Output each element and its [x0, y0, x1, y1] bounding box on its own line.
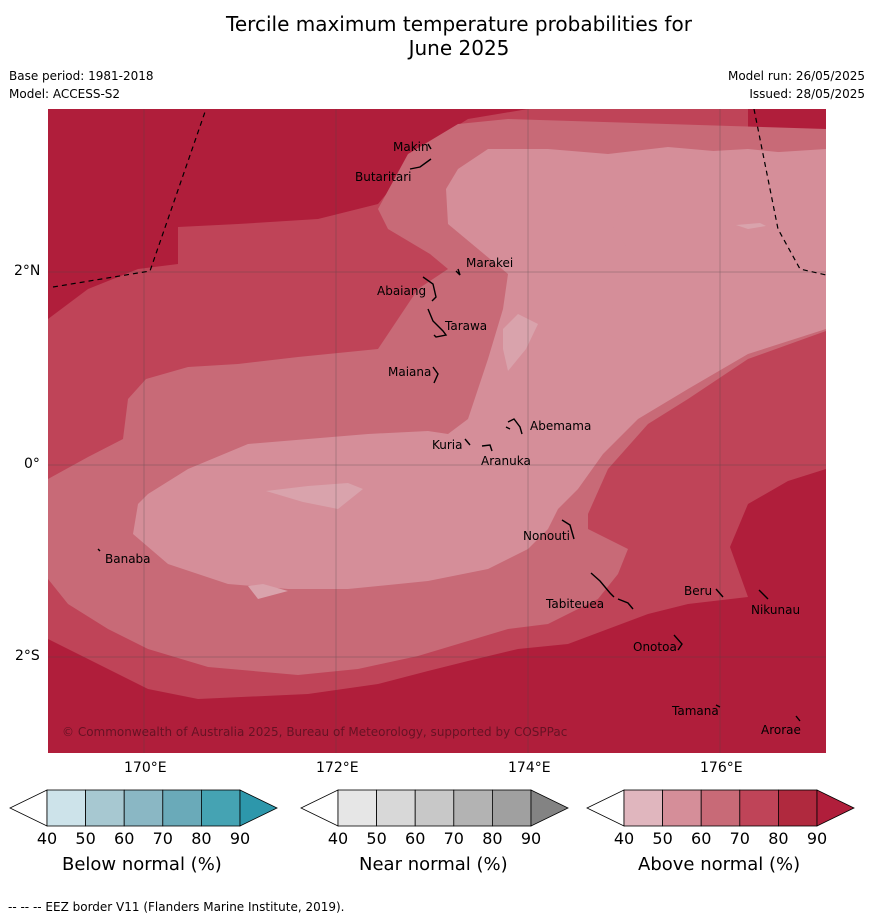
place-label: Makin — [393, 140, 429, 154]
colorbar-segment — [662, 789, 702, 827]
colorbar-segment — [85, 789, 125, 827]
colorbar-segment — [200, 789, 241, 827]
colorbar-tick-label: 60 — [691, 829, 711, 848]
place-label: Banaba — [105, 552, 151, 566]
place-label: Kuria — [432, 438, 463, 452]
place-label: Marakei — [466, 256, 513, 270]
copyright-notice: © Commonwealth of Australia 2025, Bureau… — [62, 725, 567, 739]
place-labels: Makin Butaritari Marakei Abaiang Tarawa … — [105, 140, 801, 737]
colorbar-near: 40 50 60 70 80 90 — [300, 789, 569, 848]
place-label: Maiana — [388, 365, 431, 379]
colorbar-tick-label: 50 — [652, 829, 672, 848]
colorbar-tick-label: 40 — [328, 829, 348, 848]
chart-title: Tercile maximum temperature probabilitie… — [0, 12, 873, 60]
colorbar-segment — [453, 789, 493, 827]
lon-label-170: 170°E — [124, 760, 167, 776]
colorbar-segment — [777, 789, 818, 827]
colorbar-segment — [337, 789, 377, 827]
zone-light-2 — [266, 483, 363, 509]
issued-date: Issued: 28/05/2025 — [749, 87, 865, 101]
place-label: Tarawa — [444, 319, 487, 333]
colorbar-tick-label: 70 — [153, 829, 173, 848]
colorbar-tick-label: 90 — [807, 829, 827, 848]
colorbar-title-below: Below normal (%) — [62, 854, 222, 875]
lon-label-174: 174°E — [508, 760, 551, 776]
colorbar-tick-label: 70 — [730, 829, 750, 848]
colorbar-segment — [700, 789, 741, 827]
meta-left: Base period: 1981-2018 Model: ACCESS-S2 — [9, 67, 154, 103]
place-label: Nikunau — [751, 603, 800, 617]
colorbar-below: 40 50 60 70 80 90 — [9, 789, 278, 848]
colorbar-tick-label: 80 — [191, 829, 211, 848]
place-label: Tabiteuea — [545, 597, 604, 611]
colorbar-extend-high — [239, 789, 278, 827]
title-line-2: June 2025 — [408, 36, 510, 60]
colorbar-extend-high — [530, 789, 569, 827]
place-label: Abemama — [530, 419, 591, 433]
colorbar-segment — [123, 789, 164, 827]
colorbar-segment — [739, 789, 779, 827]
colorbar-extend-high — [816, 789, 855, 827]
colorbar-tick-label: 90 — [521, 829, 541, 848]
colorbar-tick-label: 40 — [614, 829, 634, 848]
lon-label-176: 176°E — [700, 760, 743, 776]
zone-40-50-b — [608, 149, 826, 357]
meta-right: Model run: 26/05/2025 Issued: 28/05/2025 — [728, 67, 865, 103]
colorbar-segment — [376, 789, 416, 827]
zone-light-4 — [736, 223, 766, 229]
colorbar-extend-low — [9, 789, 48, 827]
colorbar-title-above: Above normal (%) — [638, 854, 801, 875]
colorbar-tick-label: 40 — [37, 829, 57, 848]
probability-map: Makin Butaritari Marakei Abaiang Tarawa … — [48, 109, 826, 753]
place-label: Tamana — [671, 704, 719, 718]
title-line-1: Tercile maximum temperature probabilitie… — [226, 12, 692, 36]
colorbar-above: 40 50 60 70 80 90 — [586, 789, 855, 848]
lon-label-172: 172°E — [316, 760, 359, 776]
colorbar-segment — [162, 789, 202, 827]
zone-light-3 — [248, 584, 288, 599]
lat-label-2n: 2°N — [14, 263, 41, 279]
colorbar-segment — [46, 789, 86, 827]
colorbar-tick-label: 50 — [75, 829, 95, 848]
place-label: Beru — [684, 584, 712, 598]
lat-label-2s: 2°S — [15, 648, 40, 664]
colorbar-tick-label: 80 — [482, 829, 502, 848]
colorbar-tick-label: 80 — [768, 829, 788, 848]
eez-legend-footer: -- -- -- EEZ border V11 (Flanders Marine… — [8, 900, 345, 914]
islands — [97, 143, 801, 722]
colorbar-segment — [491, 789, 532, 827]
lat-label-0: 0° — [24, 456, 40, 472]
zone-light-1 — [503, 314, 538, 371]
place-label: Arorae — [761, 723, 801, 737]
colorbar-segment — [414, 789, 455, 827]
colorbar-tick-label: 60 — [405, 829, 425, 848]
place-label: Nonouti — [523, 529, 570, 543]
colorbar-title-near: Near normal (%) — [359, 854, 508, 875]
model-name: Model: ACCESS-S2 — [9, 87, 121, 101]
place-label: Abaiang — [377, 284, 426, 298]
eez-border — [52, 109, 826, 288]
place-label: Aranuka — [481, 454, 531, 468]
base-period: Base period: 1981-2018 — [9, 69, 154, 83]
place-label: Onotoa — [633, 640, 677, 654]
place-label: Butaritari — [355, 170, 412, 184]
colorbar-tick-label: 70 — [444, 829, 464, 848]
colorbar-tick-label: 60 — [114, 829, 134, 848]
colorbar-segment — [623, 789, 663, 827]
colorbar-tick-label: 90 — [230, 829, 250, 848]
colorbar-tick-label: 50 — [366, 829, 386, 848]
colorbar-extend-low — [300, 789, 339, 827]
colorbar-extend-low — [586, 789, 625, 827]
gridlines — [48, 109, 826, 753]
model-run: Model run: 26/05/2025 — [727, 69, 865, 83]
